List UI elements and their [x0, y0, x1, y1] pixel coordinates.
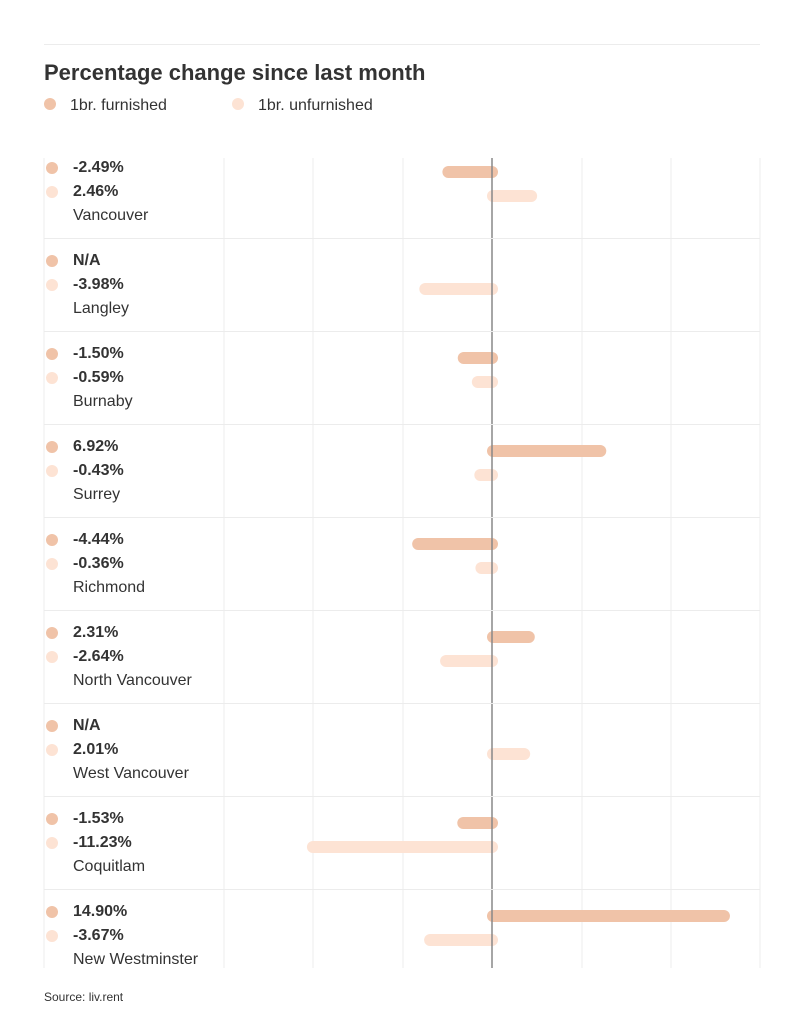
series-dot	[46, 279, 58, 291]
series-dot	[46, 906, 58, 918]
category-label: Burnaby	[73, 393, 133, 410]
chart-row-richmond: -4.44% -0.36% Richmond	[44, 530, 760, 623]
value-text: 6.92%	[73, 438, 119, 455]
series-dot	[46, 465, 58, 477]
row-divider	[44, 424, 760, 425]
legend-label-unfurnished: 1br. unfurnished	[258, 97, 373, 114]
value-text: -4.44%	[73, 531, 124, 548]
row-divider	[44, 889, 760, 890]
value-text: 2.46%	[73, 183, 119, 200]
value-text: 2.01%	[73, 741, 119, 758]
row-divider	[44, 331, 760, 332]
series-dot	[46, 837, 58, 849]
category-label: North Vancouver	[73, 672, 192, 689]
value-text: -1.53%	[73, 810, 124, 827]
value-text: -2.49%	[73, 159, 124, 176]
category-label: New Westminster	[73, 951, 199, 968]
value-text: N/A	[73, 252, 101, 269]
series-dot	[46, 162, 58, 174]
legend-label-furnished: 1br. furnished	[70, 97, 167, 114]
row-divider	[44, 238, 760, 239]
value-text: 14.90%	[73, 903, 128, 920]
legend-swatch-unfurnished	[232, 98, 244, 110]
legend-swatch-furnished	[44, 98, 56, 110]
series-dot	[46, 348, 58, 360]
legend-item-unfurnished: 1br. unfurnished	[232, 97, 373, 115]
category-label: Richmond	[73, 579, 146, 596]
series-dot	[46, 930, 58, 942]
category-label: Coquitlam	[73, 858, 146, 875]
chart-row-north-vancouver: 2.31% -2.64% North Vancouver	[44, 623, 760, 716]
value-text: -0.43%	[73, 462, 124, 479]
value-text: -0.36%	[73, 555, 124, 572]
value-text: -0.59%	[73, 369, 124, 386]
chart-row-new-westminster: 14.90% -3.67% New Westminster	[44, 902, 760, 995]
row-divider	[44, 796, 760, 797]
series-dot	[46, 372, 58, 384]
row-divider	[44, 517, 760, 518]
category-label: Surrey	[73, 486, 121, 503]
category-label: Vancouver	[73, 207, 149, 224]
chart-row-burnaby: -1.50% -0.59% Burnaby	[44, 344, 760, 437]
value-text: N/A	[73, 717, 101, 734]
chart-title: Percentage change since last month	[44, 60, 426, 85]
chart-row-coquitlam: -1.53% -11.23% Coquitlam	[44, 809, 760, 902]
category-label: Langley	[73, 300, 130, 317]
series-dot	[46, 720, 58, 732]
value-text: -1.50%	[73, 345, 124, 362]
series-dot	[46, 255, 58, 267]
value-text: 2.31%	[73, 624, 119, 641]
category-label: West Vancouver	[73, 765, 189, 782]
top-divider	[44, 44, 760, 45]
chart-row-langley: N/A -3.98% Langley	[44, 251, 760, 344]
row-divider	[44, 610, 760, 611]
series-dot	[46, 441, 58, 453]
legend-item-furnished: 1br. furnished	[44, 97, 167, 115]
series-dot	[46, 744, 58, 756]
chart-row-surrey: 6.92% -0.43% Surrey	[44, 437, 760, 530]
series-dot	[46, 186, 58, 198]
series-dot	[46, 651, 58, 663]
value-text: -11.23%	[73, 834, 132, 851]
value-text: -3.98%	[73, 276, 124, 293]
chart-row-west-vancouver: N/A 2.01% West Vancouver	[44, 716, 760, 809]
chart-row-vancouver: -2.49% 2.46% Vancouver	[44, 158, 760, 251]
source-note: Source: liv.rent	[44, 990, 124, 1004]
value-text: -2.64%	[73, 648, 124, 665]
row-divider	[44, 703, 760, 704]
series-dot	[46, 627, 58, 639]
series-dot	[46, 558, 58, 570]
value-text: -3.67%	[73, 927, 124, 944]
series-dot	[46, 534, 58, 546]
series-dot	[46, 813, 58, 825]
